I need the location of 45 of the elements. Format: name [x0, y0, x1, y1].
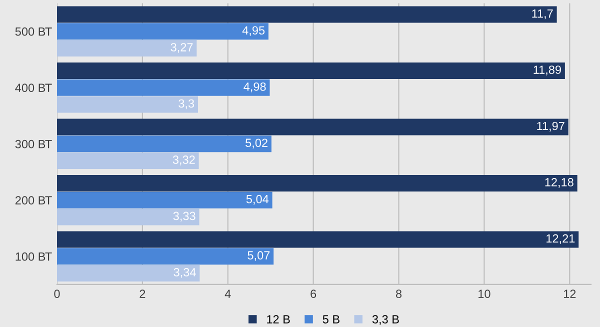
y-tick-label: 300 ВТ [15, 140, 52, 148]
bar [57, 118, 568, 136]
bar [57, 136, 272, 152]
data-label: 3,27 [170, 43, 193, 53]
x-tick-label: 8 [396, 290, 402, 298]
x-tick-label: 12 [564, 290, 576, 298]
data-label: 5,07 [248, 251, 270, 261]
bar [57, 96, 198, 113]
bar [57, 6, 557, 23]
data-label: 5,02 [246, 138, 268, 148]
bar [57, 208, 200, 226]
legend-label: 5 В [322, 315, 340, 324]
data-label: 12,21 [546, 234, 575, 244]
data-label: 11,89 [534, 66, 561, 76]
data-label: 5,04 [246, 194, 269, 205]
data-label: 3,3 [178, 99, 194, 110]
data-label: 3,33 [173, 212, 196, 222]
x-tick-label: 0 [54, 290, 60, 298]
data-label: 4,95 [242, 26, 265, 36]
bar [57, 248, 274, 265]
data-label: 3,34 [174, 268, 196, 278]
y-tick-label: 400 ВТ [15, 84, 52, 92]
x-tick-label: 10 [478, 290, 490, 298]
bar [57, 192, 272, 208]
data-label: 12,18 [545, 178, 574, 188]
bar [57, 79, 270, 96]
legend-label: 3,3 В [372, 315, 399, 325]
data-label: 11,97 [537, 122, 564, 132]
bar [57, 40, 197, 57]
y-tick-label: 100 ВТ [16, 252, 52, 261]
x-tick-label: 6 [310, 290, 316, 298]
bar [57, 62, 565, 80]
bar [57, 23, 268, 40]
x-tick-label: 4 [224, 290, 231, 298]
bar [57, 152, 199, 170]
legend-label: 12 В [267, 315, 290, 324]
bar [57, 264, 200, 282]
bar [57, 231, 579, 248]
data-label: 11,7 [532, 9, 553, 20]
y-tick-label: 500 ВТ [15, 27, 52, 36]
bar [57, 174, 578, 192]
data-label: 4,98 [244, 82, 266, 92]
y-tick-label: 200 ВТ [15, 196, 52, 205]
data-label: 3,32 [172, 156, 195, 166]
x-tick-label: 2 [140, 290, 146, 298]
